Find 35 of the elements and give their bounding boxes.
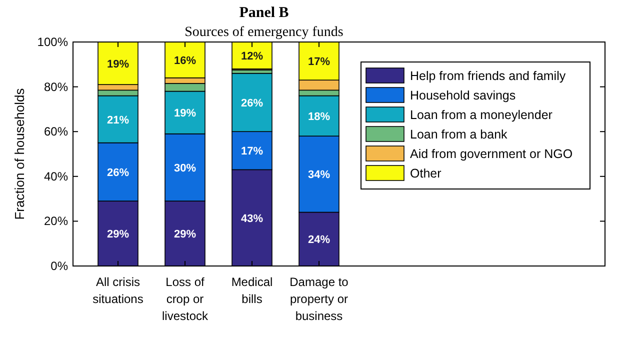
data-label: 24% — [308, 234, 330, 246]
legend-label: Other — [410, 166, 442, 180]
data-label: 18% — [308, 110, 330, 123]
legend-label: Loan from a bank — [410, 128, 508, 142]
data-label: 19% — [106, 58, 130, 70]
data-label: 26% — [106, 166, 130, 179]
x-tick-label: Medical bills — [231, 275, 273, 306]
data-label: 12% — [240, 50, 264, 62]
data-label: 26% — [240, 97, 264, 110]
x-tick-label: Loss of crop or livestock — [162, 275, 210, 323]
data-label: 29% — [174, 228, 196, 241]
data-label: 17% — [308, 56, 330, 68]
data-label: 19% — [174, 108, 196, 120]
legend-label: Help from friends and family — [410, 69, 566, 83]
y-tick-label: 100% — [37, 35, 68, 49]
data-label: 21% — [106, 114, 130, 126]
legend-label: Loan from a moneylender — [410, 108, 552, 122]
y-tick-label: 0% — [50, 259, 68, 273]
data-label: 43% — [240, 212, 264, 225]
legend-label: Aid from government or NGO — [410, 147, 573, 161]
y-tick-label: 40% — [44, 169, 68, 184]
y-tick-label: 80% — [44, 80, 68, 94]
data-label: 16% — [174, 54, 196, 67]
chart-title: Panel B — [239, 5, 289, 21]
data-label: 30% — [174, 162, 196, 174]
data-label: 34% — [308, 169, 330, 182]
data-label: 17% — [240, 146, 264, 158]
legend-label: Household savings — [410, 88, 516, 102]
x-tick-label: Damage to property or business — [290, 275, 349, 323]
x-tick-label: All crisis situations — [92, 275, 144, 306]
y-tick-label: 20% — [44, 214, 68, 228]
data-label: 29% — [106, 228, 130, 241]
chart-subtitle: Sources of emergency funds — [184, 25, 344, 40]
y-tick-label: 60% — [44, 124, 68, 139]
y-axis-title: Fraction of households — [12, 88, 27, 220]
